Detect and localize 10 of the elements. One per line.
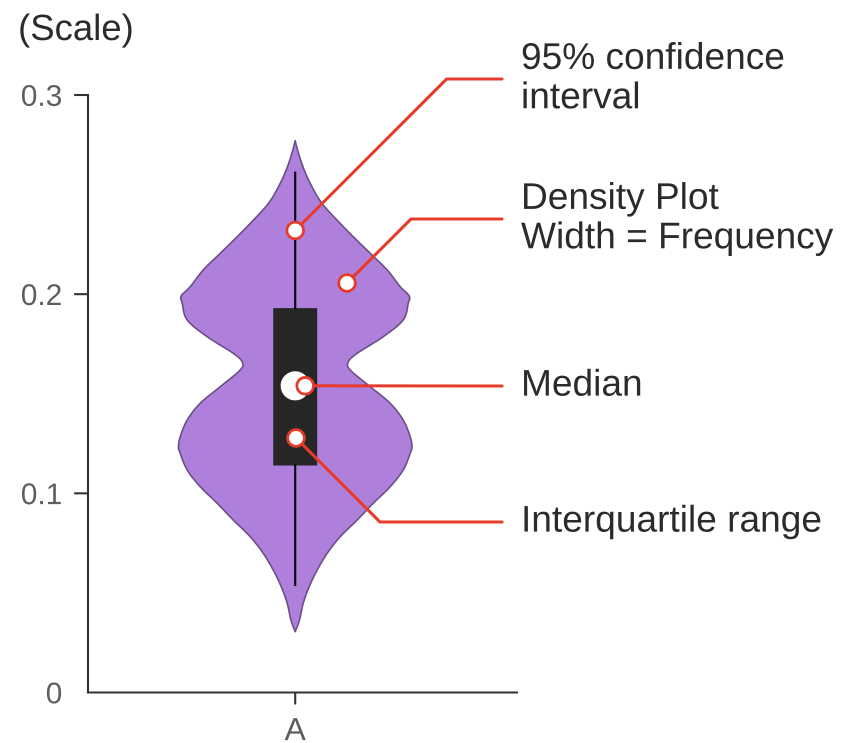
y-tick-label: 0.2	[22, 284, 61, 306]
y-axis-title: (Scale)	[20, 14, 132, 48]
y-tick-label: 0.1	[22, 483, 61, 504]
y-tick-label: 0.3	[22, 84, 61, 106]
annotation: 95% confidence interval	[522, 42, 784, 109]
annotation: Median	[524, 368, 640, 396]
text: Interquartile range	[524, 504, 820, 540]
x-tick-label: A	[284, 718, 306, 740]
text: Density Plot Width = Frequency	[521, 182, 834, 256]
y-tick-label: 0	[46, 682, 62, 704]
